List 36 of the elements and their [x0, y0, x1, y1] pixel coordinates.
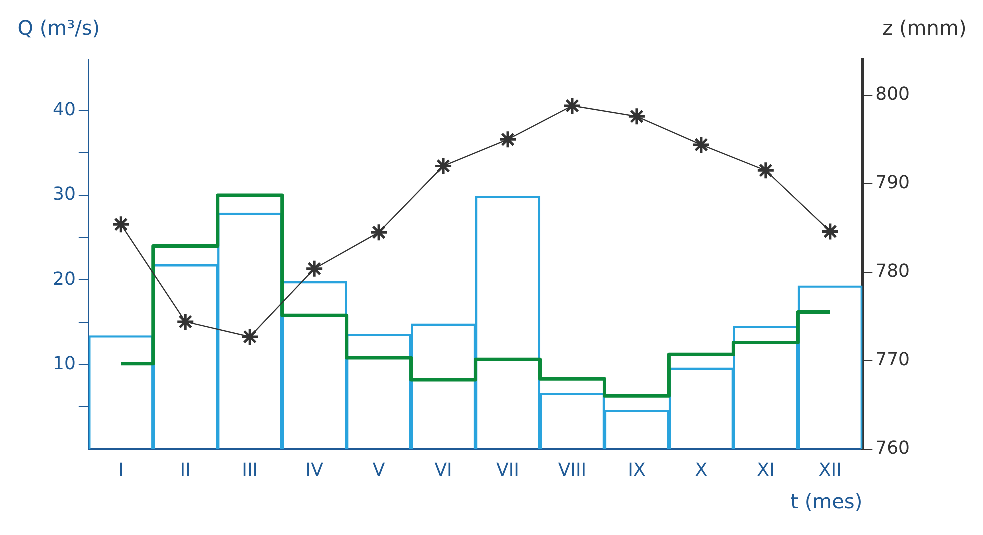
x-tick-label: V: [372, 460, 386, 481]
point: [434, 156, 453, 176]
point: [240, 328, 260, 346]
y-tick-label: 40: [53, 99, 76, 120]
y2-tick-label: 780: [876, 261, 910, 282]
point: [821, 222, 840, 241]
point: [756, 161, 776, 180]
y-tick-label: 30: [53, 184, 76, 206]
y-tick-label: 10: [53, 353, 76, 374]
y2-tick-label: 800: [876, 84, 910, 106]
y-tick-label: 20: [53, 268, 76, 290]
x-tick-label: VI: [434, 460, 452, 481]
x-axis-title: t (mes): [790, 490, 863, 514]
y2-tick-label: 770: [876, 350, 910, 371]
x-tick-label: VII: [496, 460, 520, 481]
x-tick-label: IX: [628, 460, 646, 481]
x-tick-label: XI: [757, 460, 775, 481]
point: [176, 312, 195, 332]
x-tick-label: XII: [818, 460, 842, 481]
point: [628, 107, 646, 126]
point: [370, 223, 388, 242]
x-tick-label: I: [118, 460, 124, 481]
y2-tick-label: 790: [876, 172, 910, 194]
point: [498, 130, 518, 149]
x-tick-label: IV: [306, 460, 324, 481]
y2-tick-label: 760: [876, 438, 910, 460]
point: [692, 136, 711, 154]
x-tick-label: III: [242, 460, 258, 481]
x-tick-label: VIII: [558, 460, 587, 481]
point: [305, 260, 324, 278]
x-tick-label: X: [695, 460, 708, 481]
point: [112, 215, 130, 234]
x-tick-label: II: [180, 460, 191, 481]
y2-axis-title: z (mnm): [882, 16, 967, 40]
y-axis-title: Q (m³/s): [18, 16, 100, 40]
point: [563, 96, 582, 116]
